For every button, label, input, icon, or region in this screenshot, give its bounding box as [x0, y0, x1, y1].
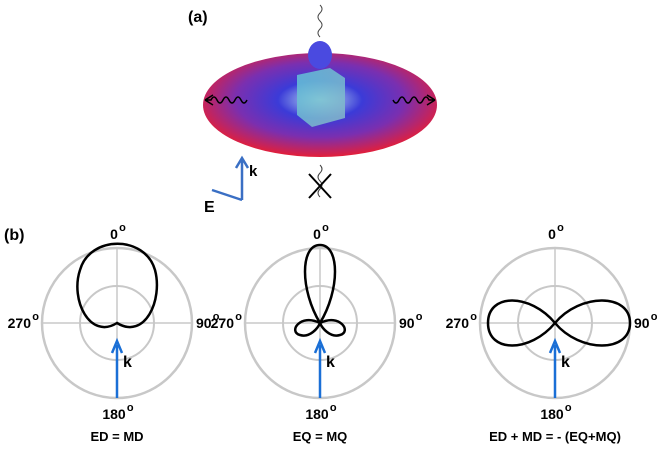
angle-label: 180: [102, 406, 126, 422]
angle-label: 270: [8, 315, 32, 331]
degree-mark: o: [119, 222, 126, 234]
k-label: k: [123, 354, 132, 371]
degree-mark: o: [557, 222, 564, 234]
k-label: k: [249, 163, 258, 180]
k-label: k: [561, 354, 570, 371]
angle-label: 90: [634, 315, 650, 331]
angle-label: 270: [211, 315, 235, 331]
angle-label: 90: [196, 315, 212, 331]
axes: [212, 158, 248, 200]
wave: [318, 5, 322, 37]
degree-mark: o: [32, 311, 39, 323]
caption: ED = MD: [90, 429, 143, 444]
degree-mark: o: [235, 311, 242, 323]
k-label: k: [326, 354, 335, 371]
angle-label: 0: [313, 226, 321, 242]
wave: [318, 165, 322, 197]
angle-label: 0: [110, 226, 118, 242]
k-arrow: [112, 341, 122, 398]
angle-label: 270: [446, 315, 470, 331]
k-arrow: [550, 341, 560, 398]
angle-label: 180: [540, 406, 564, 422]
degree-mark: o: [470, 311, 477, 323]
degree-mark: o: [322, 222, 329, 234]
figure: (a) k E (b) k0o90o180o270oED = MDk0o90o1…: [0, 0, 659, 450]
panel-label: (b): [4, 227, 24, 244]
degree-mark: o: [565, 402, 572, 414]
lobe: [308, 41, 332, 69]
angle-label: 90: [399, 315, 415, 331]
caption: EQ = MQ: [293, 429, 348, 444]
degree-mark: o: [127, 402, 134, 414]
angle-label: 180: [305, 406, 329, 422]
degree-mark: o: [651, 311, 658, 323]
e-label: E: [204, 199, 215, 216]
degree-mark: o: [416, 311, 423, 323]
particle: [297, 68, 345, 127]
cross: [309, 174, 331, 198]
k-arrow: [315, 341, 325, 398]
degree-mark: o: [330, 402, 337, 414]
angle-label: 0: [548, 226, 556, 242]
caption: ED + MD = - (EQ+MQ): [489, 429, 621, 444]
panel-label: (a): [188, 9, 208, 26]
